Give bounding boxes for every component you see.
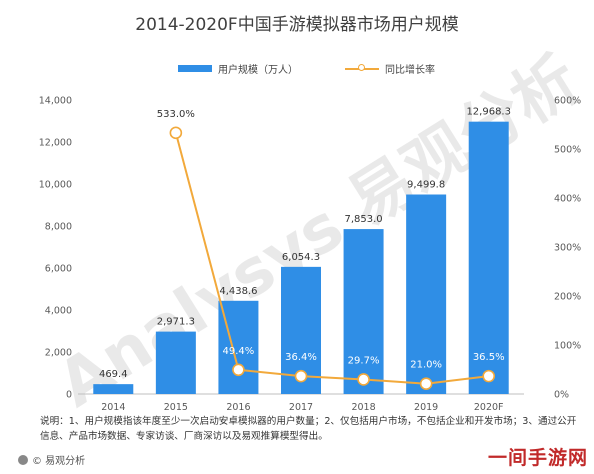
y-left-tick-label: 6,000 [45, 264, 72, 275]
growth-line [174, 132, 489, 385]
x-tick-label: 2018 [351, 402, 375, 413]
y-right-tick-label: 0% [554, 390, 569, 401]
bar-value-label: 9,499.8 [407, 180, 445, 191]
source-text: © 易观分析 [32, 456, 86, 467]
y-left-tick-label: 12,000 [39, 138, 72, 149]
x-tick-label: 2015 [164, 402, 188, 413]
line-series [169, 126, 496, 391]
y-right-tick-label: 300% [554, 243, 581, 254]
chart-title: 2014-2020F中国手游模拟器市场用户规模 [135, 15, 459, 35]
bar [343, 229, 384, 394]
analysys-logo-icon [18, 454, 28, 465]
bar-value-label: 7,853.0 [344, 214, 382, 225]
bar [468, 121, 509, 394]
growth-value-label: 29.7% [348, 355, 380, 366]
growth-value-label: 533.0% [157, 109, 195, 120]
x-tick-label: 2020F [474, 402, 504, 413]
growth-point [294, 369, 308, 383]
y-left-tick-label: 2,000 [45, 348, 72, 359]
y-left-tick-label: 8,000 [45, 222, 72, 233]
y-left-tick-label: 10,000 [39, 180, 72, 191]
y-left-tick-label: 0 [66, 390, 72, 401]
bar [93, 384, 134, 394]
bar-value-label: 4,438.6 [219, 286, 257, 297]
y-left-tick-label: 4,000 [45, 306, 72, 317]
corner-watermark: 一间手游网 [487, 447, 588, 469]
growth-value-label: 36.5% [473, 352, 505, 363]
growth-point [482, 369, 496, 383]
legend-item-bar: 用户规模（万人） [178, 61, 298, 76]
bar-series [93, 121, 509, 394]
legend-label-bar: 用户规模（万人） [218, 65, 298, 76]
footnote: 说明：1、用户规模指该年度至少一次启动安卓模拟器的用户数量；2、仅包括用户市场，… [40, 416, 577, 442]
bar [155, 331, 196, 394]
source-credit: © 易观分析 [18, 452, 85, 467]
legend-label-line: 同比增长率 [385, 65, 435, 76]
y-right-tick-label: 200% [554, 292, 581, 303]
y-right-tick-label: 600% [554, 96, 581, 107]
bar-value-label: 6,054.3 [282, 252, 320, 263]
y-right-tick-label: 400% [554, 194, 581, 205]
bar [406, 194, 447, 394]
x-tick-label: 2019 [414, 402, 438, 413]
growth-point [357, 373, 370, 386]
legend-swatch-line [345, 63, 379, 71]
y-left-tick-label: 14,000 [39, 96, 72, 107]
growth-point [169, 126, 183, 140]
bar-value-label: 469.4 [99, 369, 128, 380]
bar-value-label: 12,968.3 [466, 107, 511, 118]
growth-point [419, 377, 433, 391]
growth-value-label: 49.4% [223, 346, 255, 357]
bar-value-label: 2,971.3 [157, 317, 195, 328]
x-tick-label: 2016 [226, 402, 250, 413]
growth-value-label: 21.0% [410, 360, 442, 371]
chart-axes: 0 2,000 4,000 6,000 8,000 10,000 12,000 14,000 0… [39, 96, 581, 414]
y-right-tick-label: 500% [554, 145, 581, 156]
legend-swatch-bar [178, 65, 212, 72]
x-tick-label: 2014 [101, 402, 125, 413]
data-labels: 469.4 2,971.3 4,438.6 6,054.3 7,853.0 9,499.8… [99, 107, 511, 380]
growth-point [232, 363, 245, 377]
legend-item-line: 同比增长率 [345, 61, 435, 76]
x-tick-label: 2017 [289, 402, 313, 413]
growth-value-label: 36.4% [285, 352, 317, 363]
y-right-tick-label: 100% [554, 341, 581, 352]
legend: 用户规模（万人） 同比增长率 [0, 61, 594, 77]
